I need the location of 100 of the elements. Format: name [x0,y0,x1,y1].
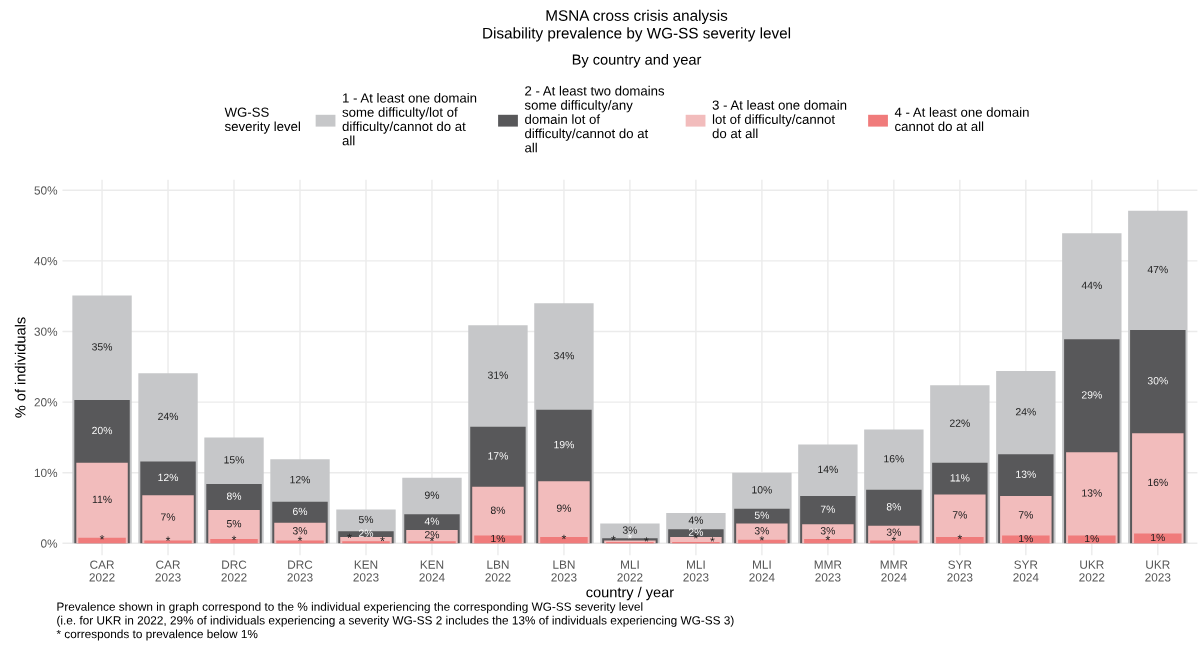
data-label: 7% [952,511,968,519]
data-label: 9% [424,491,440,499]
data-label: 3% [292,527,308,535]
chart-subtitle: By country and year [572,54,702,68]
data-label: 17% [488,452,509,460]
x-tick-label: DRC 2022 [221,560,247,582]
legend-label: 1 - At least one domain some difficulty/lot of difficulty/cannot do at all [342,92,477,146]
y-tick-label: 40% [34,256,58,266]
data-label: 19% [554,440,574,449]
data-label: 7% [820,505,836,513]
data-label: 29% [1081,391,1102,399]
data-label: * [347,533,352,539]
data-label: 12% [158,473,179,482]
x-tick-label: MLI 2023 [683,560,709,582]
legend-label: 4 - At least one domain cannot do at all [894,107,1029,132]
data-label: 2% [358,529,374,537]
y-tick-label: 20% [34,398,58,407]
data-label: 1% [1151,533,1165,542]
data-label: * [561,534,567,540]
data-label: * [165,536,171,541]
data-label: 12% [290,475,311,484]
y-tick-label: 30% [34,327,58,336]
data-label: 44% [1081,281,1102,290]
data-label: 34% [553,351,574,360]
data-label: 13% [1016,470,1036,478]
data-label: 11% [950,474,970,482]
data-label: * [891,536,897,541]
data-label: * [693,534,699,539]
data-label: * [710,537,715,542]
data-label: 16% [884,455,904,463]
data-label: 5% [754,511,770,519]
data-label: 3% [820,527,836,535]
data-label: * [759,536,765,541]
data-label: 4% [424,517,440,525]
data-label: * [825,535,831,541]
data-label: 8% [886,503,902,511]
x-tick-label: MMR 2023 [814,560,842,582]
x-tick-label: DRC 2023 [287,560,313,582]
data-label: 3% [622,526,638,534]
data-label: 8% [226,492,242,500]
y-tick-label: 0% [40,539,58,548]
data-label: 11% [92,495,112,503]
x-tick-label: MLI 2022 [617,560,643,582]
data-label: 30% [1147,377,1168,385]
data-label: 7% [161,513,176,521]
data-label: 1% [1085,534,1099,543]
data-label: 31% [487,371,509,379]
legend-title: WG-SS severity level [224,107,300,134]
data-label: 24% [1015,408,1036,416]
data-label: 14% [818,465,838,473]
data-label: 5% [358,515,374,524]
data-label: * [99,535,105,540]
x-tick-label: UKR 2022 [1079,560,1105,582]
data-label: 2% [688,528,704,536]
data-label: 5% [226,520,242,528]
x-tick-label: UKR 2023 [1145,560,1171,582]
x-axis-title: country / year [586,586,674,601]
x-tick-label: KEN 2023 [353,560,379,582]
x-tick-label: CAR 2023 [155,560,181,582]
chart-title: MSNA cross crisis analysis Disability prevalence by WG-SS severity level [483,9,791,42]
data-label: 1% [491,534,506,543]
y-tick-label: 10% [34,468,58,478]
text: Prevalence shown in graph correspond to the % individual experiencing the corresponding WG-SS severity level [57,602,643,614]
x-tick-label: SYR 2024 [1013,560,1039,582]
data-label: 4% [688,516,704,524]
data-label: 20% [92,426,113,435]
data-label: 10% [752,486,772,494]
x-tick-label: SYR 2023 [947,560,973,582]
text: (i.e. for UKR in 2022, 29% of individuals experiencing a severity WG-SS 2 includes the 13% of individuals experiencing WG-SS 3) [57,615,734,627]
data-label: * [644,537,649,542]
data-label: * [297,536,303,541]
x-tick-label: KEN 2024 [419,560,445,582]
data-label: 13% [1082,489,1102,497]
data-label: 6% [293,507,308,516]
x-tick-label: MLI 2024 [749,560,775,582]
x-tick-label: LBN 2022 [485,560,511,582]
data-label: 15% [224,456,245,464]
data-label: 24% [158,412,179,421]
data-label: * [957,534,963,540]
data-label: 35% [92,343,113,351]
x-tick-label: MMR 2024 [880,560,908,582]
x-tick-label: CAR 2022 [89,560,115,582]
data-label: 3% [886,528,902,536]
data-label: 9% [556,504,572,512]
data-label: 47% [1147,265,1168,274]
data-label: * [380,536,385,542]
data-label: 16% [1148,478,1168,487]
legend-label: 3 - At least one domain lot of difficulty/cannot do at all [712,100,847,139]
text: * corresponds to prevalence below 1% [56,629,258,641]
y-axis-title: % of individuals [14,317,26,418]
data-label: 8% [490,506,506,514]
data-label: 3% [754,527,770,535]
data-label: * [231,535,237,541]
legend-label: 2 - At least two domains some difficulty/any domain lot of difficulty/cannot do at all [524,85,665,153]
data-label: 7% [1018,511,1033,519]
data-label: 22% [949,419,970,427]
y-tick-label: 50% [34,186,58,195]
x-tick-label: LBN 2023 [551,560,577,582]
data-label: * [611,535,616,541]
data-label: 1% [1019,534,1033,543]
